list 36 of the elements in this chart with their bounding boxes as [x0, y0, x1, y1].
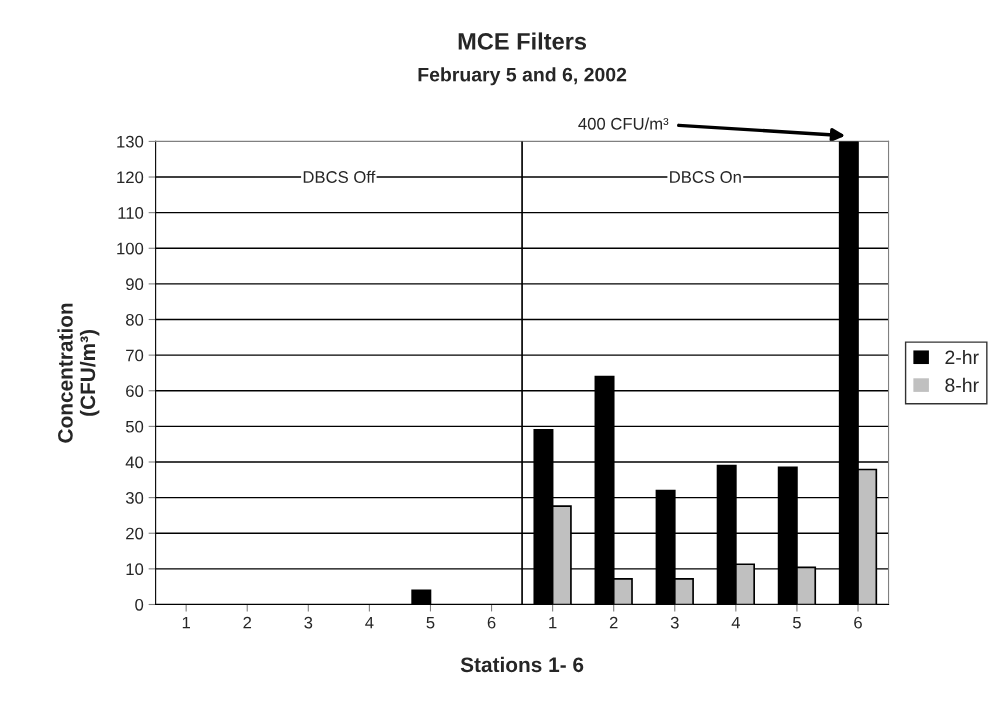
- x-tick-label: 1: [182, 616, 190, 629]
- x-tick-label: 4: [731, 616, 740, 629]
- x-tick-label: 6: [487, 616, 496, 629]
- y-tick-label: 120: [117, 171, 144, 184]
- y-tick-label: 40: [125, 456, 144, 469]
- x-tick-label: 5: [792, 616, 801, 629]
- y-tick-label: 0: [135, 598, 144, 611]
- y-tick-label: 30: [125, 492, 144, 504]
- y-axis-title: Concentration (CFU/m³): [57, 303, 100, 443]
- x-tick-label: 5: [426, 616, 435, 629]
- y-tick-label: 80: [126, 313, 144, 326]
- y-tick-label: 130: [117, 135, 144, 148]
- x-tick-label: 1: [549, 616, 557, 629]
- chart-title: MCE Filters: [458, 32, 587, 50]
- y-tick-label: 90: [126, 278, 144, 291]
- y-tick-label: 50: [125, 420, 144, 433]
- y-tick-label: 110: [118, 207, 144, 219]
- y-tick-label: 20: [126, 527, 144, 540]
- y-tick-label: 100: [117, 242, 144, 255]
- y-tick-label: 10: [126, 563, 144, 576]
- bar: [411, 589, 432, 605]
- annotation: DBCS Off: [303, 170, 376, 183]
- chart-subtitle: February 5 and 6, 2002: [418, 67, 627, 86]
- x-tick-label: 2: [243, 616, 252, 629]
- x-tick-label: 3: [304, 616, 313, 629]
- y-tick-label: 60: [126, 385, 144, 397]
- text: 400 CFU/m³: [578, 117, 669, 130]
- x-tick-label: 2: [609, 616, 618, 629]
- legend-label: 2-hr: [945, 349, 979, 365]
- legend-label: 8-hr: [945, 377, 979, 393]
- y-tick-label: 70: [126, 349, 144, 362]
- x-tick-label: 6: [854, 616, 862, 629]
- annotation: DBCS On: [670, 171, 741, 183]
- x-tick-label: 3: [670, 616, 679, 629]
- x-tick-label: 4: [365, 616, 374, 629]
- x-axis-title: Stations 1- 6: [460, 656, 584, 673]
